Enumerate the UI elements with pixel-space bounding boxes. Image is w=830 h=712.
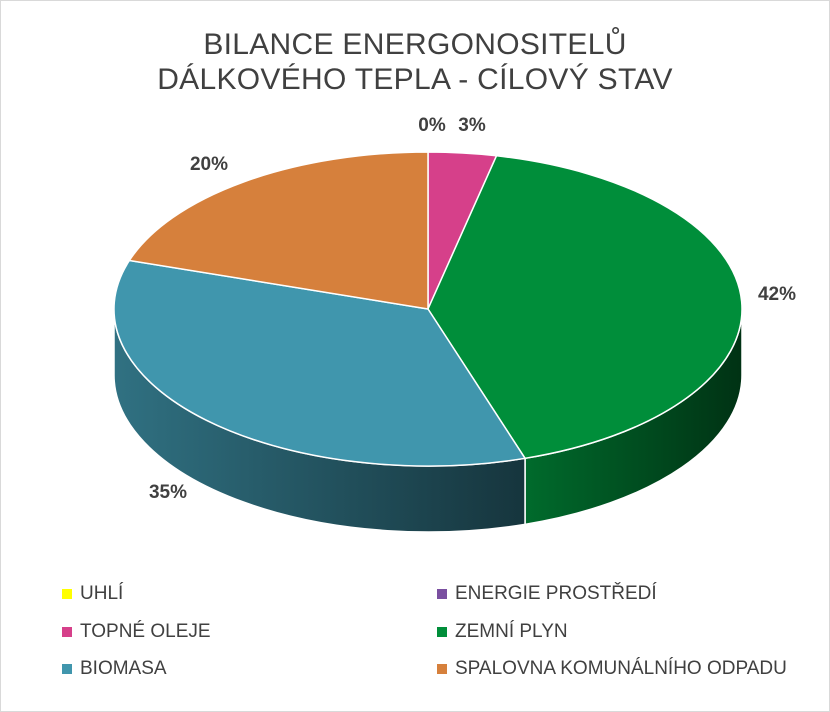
legend-label: ZEMNÍ PLYN bbox=[455, 621, 568, 642]
legend-label: TOPNÉ OLEJE bbox=[80, 621, 211, 642]
legend-item-energie-prostredi: ENERGIE PROSTŘEDÍ bbox=[437, 583, 657, 605]
data-label-spalovna-komunálního-odpadu: 20% bbox=[190, 154, 228, 175]
legend-item-zemni-plyn: ZEMNÍ PLYN bbox=[437, 621, 568, 643]
chart-title-line-2: DÁLKOVÉHO TEPLA - CÍLOVÝ STAV bbox=[157, 63, 673, 96]
pie-slice-spalovna-komunálního-odpadu bbox=[128, 151, 429, 310]
legend-label: BIOMASA bbox=[80, 658, 167, 679]
legend-label: SPALOVNA KOMUNÁLNÍHO ODPADU bbox=[455, 658, 787, 679]
data-label-topné-oleje: 3% bbox=[458, 115, 486, 136]
pie-slice-zemní-plyn bbox=[427, 154, 743, 460]
chart-title-line-1: BILANCE ENERGONOSITELŮ bbox=[203, 28, 627, 61]
legend-item-biomasa: BIOMASA bbox=[62, 658, 167, 680]
legend-swatch bbox=[62, 589, 72, 599]
legend-swatch bbox=[437, 627, 447, 637]
legend-swatch bbox=[62, 664, 72, 674]
legend-swatch bbox=[437, 589, 447, 599]
legend-item-topne-oleje: TOPNÉ OLEJE bbox=[62, 621, 211, 643]
data-label-zemní-plyn: 42% bbox=[758, 284, 796, 305]
pie-slice-biomasa bbox=[113, 259, 527, 467]
legend-label: UHLÍ bbox=[80, 583, 124, 604]
data-label-uhlí: 0% bbox=[418, 115, 446, 136]
legend-label: ENERGIE PROSTŘEDÍ bbox=[455, 583, 657, 604]
legend-swatch bbox=[62, 627, 72, 637]
data-label-biomasa: 35% bbox=[149, 482, 187, 503]
legend-item-spalovna: SPALOVNA KOMUNÁLNÍHO ODPADU bbox=[437, 658, 787, 680]
legend-swatch bbox=[437, 664, 447, 674]
legend-item-uhli: UHLÍ bbox=[62, 583, 123, 605]
